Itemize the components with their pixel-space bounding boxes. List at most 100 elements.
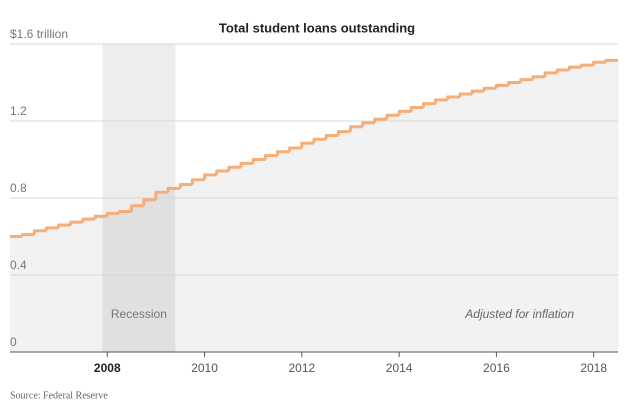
area bbox=[192, 179, 206, 352]
area bbox=[386, 115, 400, 352]
line-step bbox=[178, 183, 193, 189]
line-step bbox=[494, 83, 509, 89]
area bbox=[107, 213, 120, 352]
recession-label: Recession bbox=[111, 307, 167, 321]
line-step bbox=[130, 204, 144, 212]
area bbox=[46, 227, 60, 352]
line-step bbox=[580, 63, 594, 68]
line-step bbox=[93, 214, 108, 220]
line-step bbox=[373, 117, 387, 123]
area bbox=[22, 234, 35, 352]
area bbox=[520, 79, 534, 353]
line-step bbox=[288, 146, 302, 152]
area bbox=[411, 107, 424, 353]
area bbox=[82, 219, 96, 352]
y-tick-label: $1.6 trillion bbox=[10, 27, 68, 41]
line-step bbox=[324, 133, 339, 140]
area bbox=[168, 188, 181, 352]
line-step bbox=[263, 154, 278, 160]
area bbox=[301, 143, 315, 352]
area bbox=[508, 82, 522, 352]
line-step bbox=[409, 106, 424, 112]
line-step bbox=[604, 58, 618, 63]
x-tick-label: 2010 bbox=[191, 361, 218, 375]
area bbox=[204, 174, 218, 352]
area bbox=[557, 69, 570, 353]
area bbox=[459, 94, 473, 353]
x-tick-label: 2018 bbox=[580, 361, 607, 375]
area bbox=[119, 211, 133, 352]
line-step bbox=[348, 125, 363, 132]
area bbox=[58, 224, 72, 352]
area bbox=[423, 103, 437, 352]
line-step bbox=[154, 190, 169, 200]
line-step bbox=[300, 141, 314, 148]
line-step bbox=[215, 169, 229, 175]
area bbox=[447, 96, 461, 352]
x-tick-label: 2016 bbox=[483, 361, 510, 375]
line-step bbox=[336, 130, 351, 136]
area bbox=[70, 222, 84, 352]
area bbox=[155, 192, 169, 352]
area bbox=[399, 111, 412, 352]
y-tick-label: 1.2 bbox=[10, 104, 27, 118]
area bbox=[277, 151, 291, 352]
line-step bbox=[190, 178, 205, 185]
area bbox=[374, 119, 388, 352]
area bbox=[569, 67, 583, 352]
area bbox=[241, 163, 254, 352]
line-step bbox=[507, 81, 521, 86]
area bbox=[180, 184, 193, 352]
area bbox=[362, 122, 376, 352]
line-step bbox=[227, 165, 242, 172]
area bbox=[472, 91, 485, 352]
line-step bbox=[434, 98, 448, 104]
line-step bbox=[361, 121, 375, 127]
x-tick-label: 2012 bbox=[288, 361, 315, 375]
line-step bbox=[458, 92, 473, 97]
line-step bbox=[276, 150, 290, 156]
y-tick-label: 0 bbox=[10, 335, 17, 349]
area bbox=[265, 155, 279, 352]
line-step bbox=[251, 158, 266, 164]
line-step bbox=[470, 89, 485, 95]
line-step bbox=[519, 78, 533, 83]
line-step bbox=[69, 220, 83, 225]
source: Source: Federal Reserve bbox=[10, 390, 108, 401]
area bbox=[338, 131, 351, 352]
area bbox=[605, 60, 619, 353]
line-step bbox=[57, 223, 71, 228]
line-step bbox=[555, 68, 570, 73]
line-step bbox=[20, 233, 35, 237]
x-tick-label: 2008 bbox=[94, 361, 121, 375]
area bbox=[496, 85, 510, 352]
line-step bbox=[385, 113, 400, 120]
y-tick-label: 0.4 bbox=[10, 258, 27, 272]
line-step bbox=[446, 95, 460, 100]
line-step bbox=[239, 161, 254, 168]
area bbox=[326, 135, 339, 352]
line-step bbox=[482, 86, 497, 92]
area bbox=[228, 167, 242, 352]
area bbox=[545, 72, 558, 352]
line-step bbox=[105, 211, 120, 217]
y-tick-label: 0.8 bbox=[10, 181, 27, 195]
area bbox=[435, 99, 449, 352]
line-step bbox=[117, 209, 132, 214]
area bbox=[314, 139, 327, 352]
area bbox=[484, 88, 497, 353]
area bbox=[34, 230, 47, 352]
x-tick-label: 2014 bbox=[386, 361, 413, 375]
line-step bbox=[166, 186, 181, 193]
line-step bbox=[142, 198, 156, 206]
annotation: Adjusted for inflation bbox=[464, 307, 574, 321]
line-step bbox=[312, 137, 327, 144]
line-step bbox=[421, 102, 436, 108]
area bbox=[350, 126, 364, 353]
line-step bbox=[531, 75, 546, 80]
area bbox=[131, 205, 145, 352]
area bbox=[10, 236, 23, 352]
area bbox=[143, 199, 157, 352]
area bbox=[532, 76, 546, 352]
